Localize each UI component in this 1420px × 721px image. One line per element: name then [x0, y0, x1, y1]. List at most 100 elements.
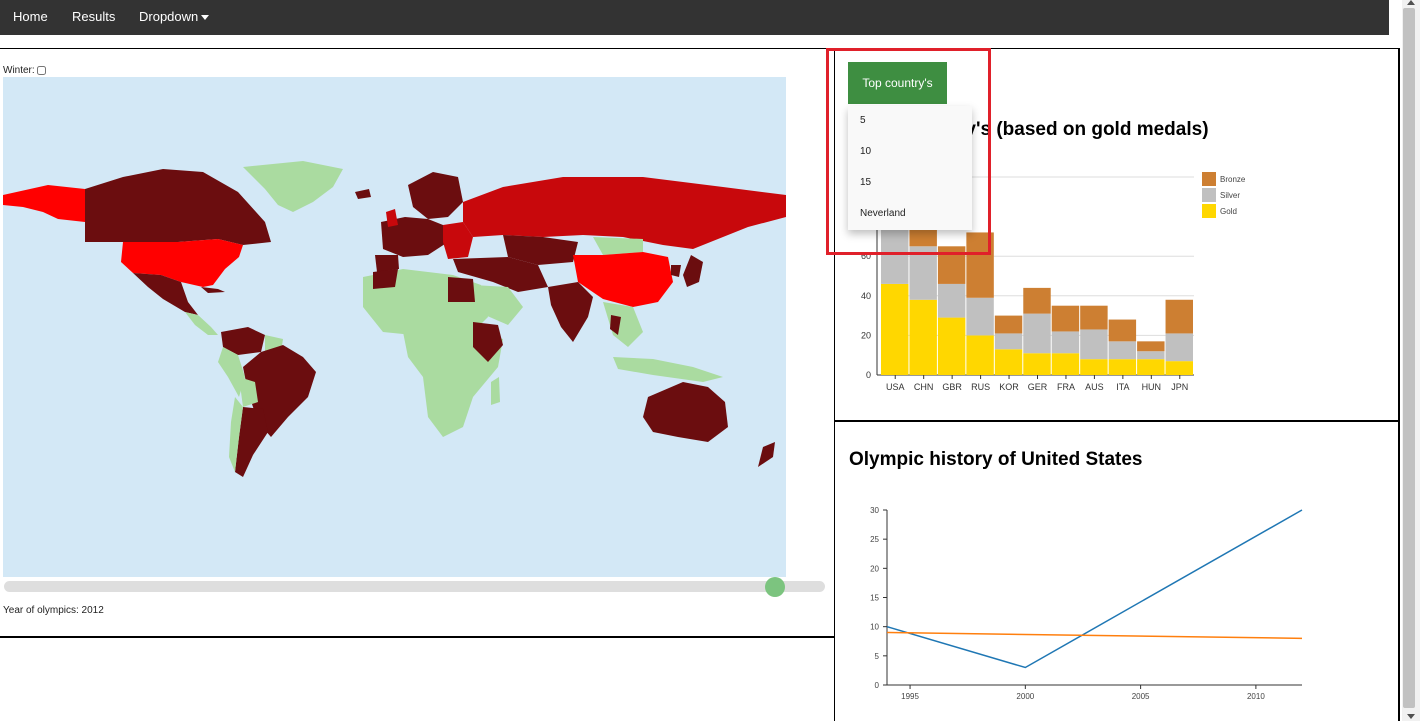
highlight-box: [826, 48, 991, 255]
dropdown-option-15[interactable]: 15: [860, 177, 872, 188]
scroll-down-arrow-icon[interactable]: [1407, 714, 1415, 719]
country-central-america[interactable]: [185, 312, 218, 335]
country-argentina[interactable]: [235, 407, 268, 477]
bar-segment-gold: [1023, 353, 1051, 375]
country-cuba[interactable]: [201, 287, 225, 293]
country-canada[interactable]: [85, 169, 271, 245]
legend-label-gold: Gold: [1220, 207, 1237, 216]
x-tick-label: HUN: [1142, 382, 1162, 392]
y-tick-label: 0: [875, 681, 880, 690]
y-tick-label: 25: [870, 535, 879, 544]
nav-dropdown-label: Dropdown: [139, 9, 199, 24]
country-madagascar[interactable]: [491, 377, 500, 405]
world-map[interactable]: [3, 77, 786, 577]
country-chile[interactable]: [229, 397, 243, 472]
bar-segment-bronze: [1165, 299, 1193, 334]
bar-segment-gold: [994, 349, 1023, 375]
country-egypt[interactable]: [448, 277, 475, 302]
x-tick-label: JPN: [1171, 382, 1188, 392]
x-tick-label: RUS: [971, 382, 990, 392]
y-tick-label: 20: [870, 564, 879, 573]
bar-segment-bronze: [1137, 341, 1165, 352]
country-indonesia[interactable]: [613, 357, 723, 382]
country-scandinavia[interactable]: [408, 172, 463, 219]
country-usa[interactable]: [121, 239, 243, 287]
country-china[interactable]: [573, 252, 673, 307]
country-new-zealand[interactable]: [758, 442, 775, 467]
country-russia[interactable]: [463, 177, 786, 249]
country-south-africa[interactable]: [423, 377, 473, 437]
y-tick-label: 10: [870, 623, 879, 632]
dropdown-option-neverland[interactable]: Neverland: [860, 208, 906, 219]
y-tick-label: 20: [861, 330, 871, 340]
scrollbar-thumb[interactable]: [1403, 8, 1415, 708]
x-tick-label: KOR: [999, 382, 1019, 392]
nav-home-link[interactable]: Home: [13, 9, 48, 24]
winter-checkbox[interactable]: [36, 65, 46, 75]
country-mongolia[interactable]: [593, 237, 643, 255]
country-alaska[interactable]: [3, 185, 85, 222]
x-tick-label: 2010: [1247, 692, 1265, 701]
legend-swatch-gold: [1202, 204, 1216, 218]
y-tick-label: 5: [875, 652, 880, 661]
nav-dropdown-toggle[interactable]: Dropdown: [139, 9, 210, 24]
bar-segment-gold: [1051, 353, 1080, 375]
scroll-up-arrow-icon[interactable]: [1407, 0, 1415, 5]
bar-segment-silver: [966, 297, 994, 336]
legend-swatch-bronze: [1202, 172, 1216, 186]
country-colombia-venezuela[interactable]: [221, 327, 265, 355]
country-western-europe[interactable]: [381, 217, 448, 257]
country-southeast-asia[interactable]: [603, 302, 643, 347]
country-eastern-europe[interactable]: [443, 222, 473, 259]
country-kazakhstan[interactable]: [503, 235, 578, 265]
y-tick-label: 0: [866, 370, 871, 380]
bar-segment-silver: [1165, 333, 1193, 362]
x-tick-label: 2000: [1016, 692, 1034, 701]
bar-segment-bronze: [1108, 319, 1137, 342]
bar-segment-silver: [881, 226, 909, 284]
top-countries-dropdown-menu: 5 10 15 Neverland: [848, 106, 972, 230]
caret-down-icon: [201, 15, 210, 21]
country-peru[interactable]: [218, 347, 245, 397]
country-turkey-iran[interactable]: [453, 257, 548, 292]
country-australia[interactable]: [643, 382, 728, 442]
country-gbr[interactable]: [386, 209, 398, 227]
bar-segment-silver: [909, 246, 937, 300]
bar-segment-silver: [994, 333, 1023, 350]
year-slider-thumb[interactable]: [764, 577, 785, 597]
country-morocco[interactable]: [373, 269, 398, 289]
bar-segment-gold: [1108, 359, 1137, 375]
country-iberia[interactable]: [375, 255, 399, 272]
country-iceland[interactable]: [355, 189, 371, 199]
nav-results-link[interactable]: Results: [72, 9, 116, 24]
x-tick-label: CHN: [914, 382, 934, 392]
bar-segment-silver: [1051, 331, 1080, 354]
bar-segment-gold: [909, 299, 937, 375]
year-slider-track[interactable]: [4, 581, 825, 592]
x-tick-label: ITA: [1116, 382, 1129, 392]
country-india[interactable]: [548, 282, 593, 342]
legend-label-bronze: Bronze: [1220, 175, 1246, 184]
map-panel: [0, 48, 834, 638]
country-bolivia[interactable]: [239, 377, 258, 407]
winter-toggle[interactable]: Winter:: [3, 65, 46, 76]
bar-segment-bronze: [1080, 305, 1108, 330]
country-mexico[interactable]: [133, 273, 198, 315]
y-tick-label: 40: [861, 291, 871, 301]
x-tick-label: 2005: [1132, 692, 1150, 701]
country-japan[interactable]: [683, 255, 703, 287]
country-korea[interactable]: [671, 265, 681, 277]
country-greenland[interactable]: [243, 161, 343, 212]
top-countries-button[interactable]: Top country's: [848, 62, 947, 104]
dropdown-option-10[interactable]: 10: [860, 146, 872, 157]
country-ethiopia-kenya[interactable]: [473, 322, 503, 362]
bar-segment-gold: [937, 317, 966, 375]
country-thailand[interactable]: [610, 315, 621, 335]
legend-swatch-silver: [1202, 188, 1216, 202]
y-tick-label: 15: [870, 594, 879, 603]
bar-segment-silver: [1137, 351, 1165, 360]
x-tick-label: 1995: [901, 692, 919, 701]
bar-segment-gold: [881, 283, 909, 375]
dropdown-option-5[interactable]: 5: [860, 115, 866, 126]
x-tick-label: AUS: [1085, 382, 1104, 392]
